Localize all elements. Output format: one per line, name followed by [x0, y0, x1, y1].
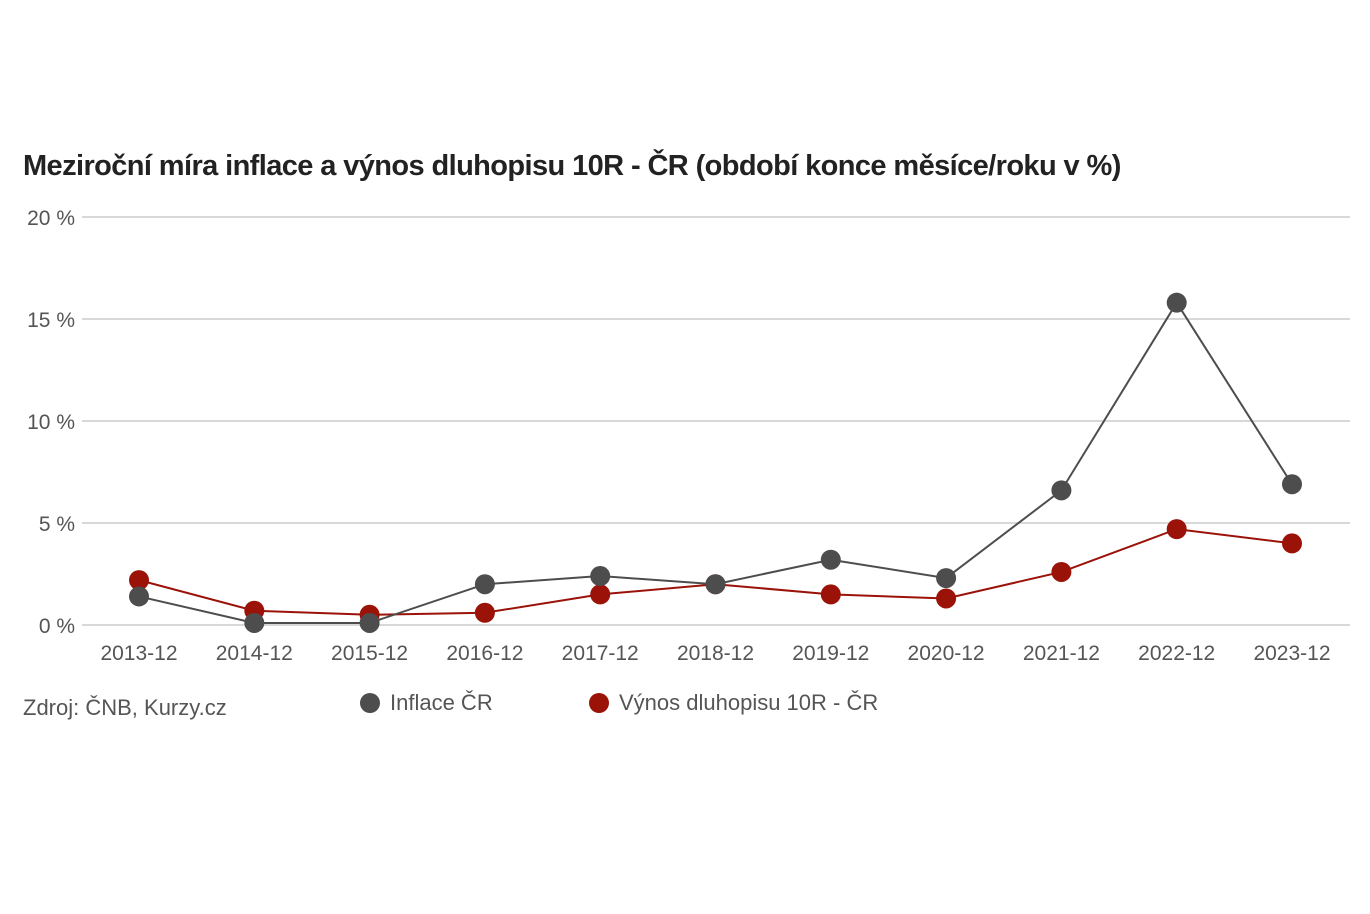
chart-title: Meziroční míra inflace a výnos dluhopisu…	[23, 150, 1121, 182]
source-note: Zdroj: ČNB, Kurzy.cz	[23, 695, 227, 720]
x-tick-label: 2021-12	[1023, 642, 1100, 665]
x-tick-label: 2013-12	[100, 642, 177, 665]
x-axis: 2013-12 2014-12 2015-12 2016-12 2017-12 2018-…	[100, 642, 1330, 665]
data-point-marker[interactable]	[129, 570, 149, 591]
data-point-marker[interactable]	[1166, 519, 1187, 540]
data-point-marker[interactable]	[820, 549, 841, 570]
y-tick-label: 0 %	[39, 615, 75, 638]
data-point-marker[interactable]	[1166, 292, 1187, 313]
series-layer	[129, 292, 1302, 633]
data-point-marker[interactable]	[1282, 474, 1302, 495]
y-axis: 0 % 5 % 10 % 15 % 20 %	[27, 207, 75, 638]
data-point-marker[interactable]	[1282, 533, 1302, 554]
data-point-marker[interactable]	[820, 584, 841, 605]
data-point-marker[interactable]	[474, 574, 495, 595]
x-tick-label: 2017-12	[562, 642, 639, 665]
data-point-marker[interactable]	[590, 584, 611, 605]
y-tick-label: 15 %	[27, 309, 75, 332]
data-point-marker[interactable]	[359, 612, 380, 633]
y-tick-label: 20 %	[27, 207, 75, 230]
x-tick-label: 2023-12	[1253, 642, 1330, 665]
data-point-marker[interactable]	[129, 586, 149, 607]
legend-item-vynos[interactable]: Výnos dluhopisu 10R - ČR	[589, 690, 878, 716]
x-tick-label: 2018-12	[677, 642, 754, 665]
data-point-marker[interactable]	[1051, 480, 1072, 501]
legend-label: Výnos dluhopisu 10R - ČR	[619, 690, 879, 715]
legend-label: Inflace ČR	[390, 690, 493, 715]
x-tick-label: 2019-12	[792, 642, 869, 665]
series-line	[138, 528, 1293, 616]
data-point-marker[interactable]	[590, 566, 611, 587]
data-point-marker[interactable]	[474, 602, 495, 623]
x-tick-label: 2020-12	[908, 642, 985, 665]
x-tick-label: 2014-12	[216, 642, 293, 665]
legend-marker-icon	[589, 693, 609, 713]
x-tick-label: 2022-12	[1138, 642, 1215, 665]
y-tick-label: 10 %	[27, 411, 75, 434]
data-point-marker[interactable]	[244, 612, 265, 633]
x-tick-label: 2016-12	[446, 642, 523, 665]
data-point-marker[interactable]	[936, 568, 957, 589]
gridlines	[82, 216, 1350, 626]
data-point-marker[interactable]	[705, 574, 726, 595]
y-tick-label: 5 %	[39, 513, 75, 536]
data-point-marker[interactable]	[1051, 561, 1072, 582]
data-point-marker[interactable]	[936, 588, 957, 609]
x-tick-label: 2015-12	[331, 642, 408, 665]
legend-item-inflace[interactable]: Inflace ČR	[360, 690, 493, 716]
legend-marker-icon	[360, 693, 380, 713]
